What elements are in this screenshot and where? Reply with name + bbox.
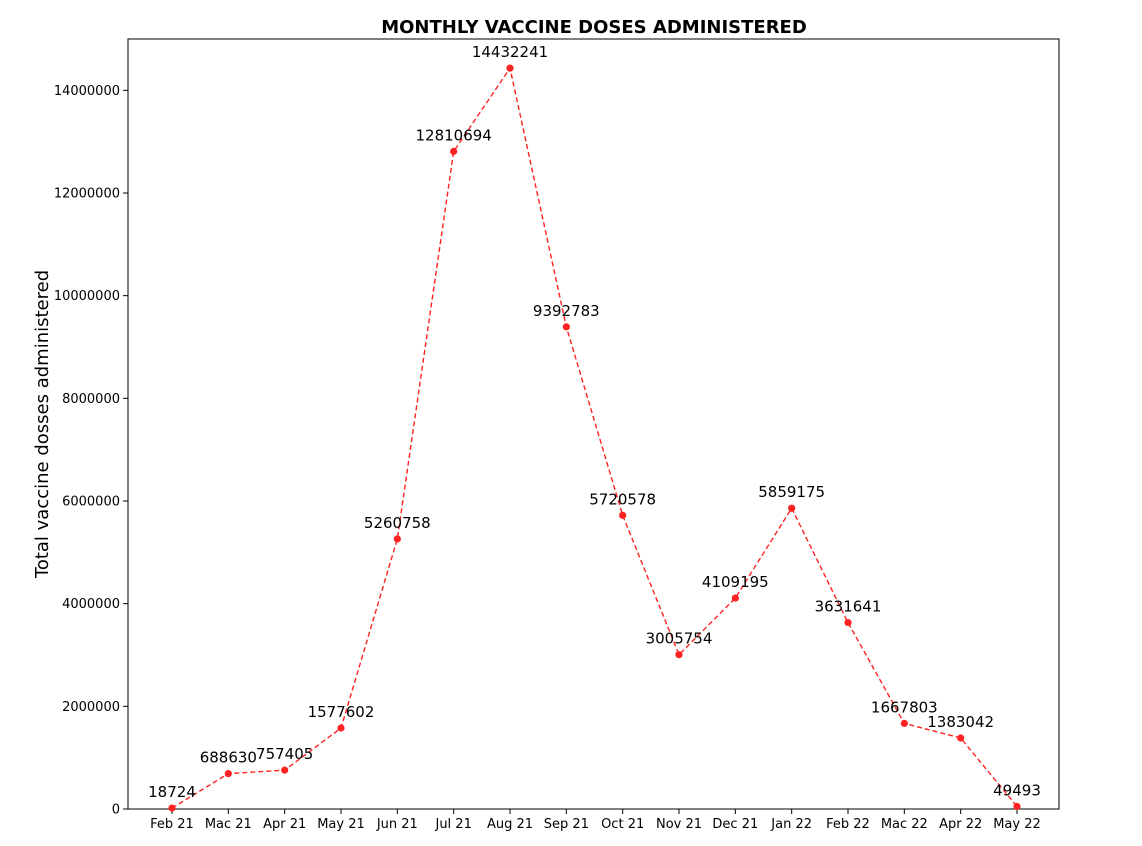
y-tick-label: 4000000 (62, 597, 120, 612)
data-point (900, 719, 908, 727)
data-point (281, 766, 289, 774)
series-line (171, 66, 1018, 809)
y-tick-label: 8000000 (62, 392, 120, 407)
x-tick-label: Dec 21 (712, 817, 758, 832)
data-point (957, 734, 965, 742)
data-point (562, 323, 570, 331)
y-tick-label: 2000000 (62, 700, 120, 715)
x-tick-label: Nov 21 (656, 817, 702, 832)
x-tick-label: Jul 21 (434, 817, 471, 832)
data-label: 5859175 (758, 483, 825, 501)
data-label: 14432241 (472, 43, 548, 61)
x-tick-label: Sep 21 (544, 817, 589, 832)
y-axis-ticks: 0 2000000 4000000 6000000 8000000 10000000 120… (54, 84, 128, 818)
data-point (224, 770, 232, 778)
y-axis-label: Total vaccine dosses administered (32, 270, 53, 579)
data-label: 3631641 (815, 598, 882, 616)
data-label: 9392783 (533, 302, 600, 320)
data-point (788, 504, 796, 512)
data-point (675, 651, 683, 659)
data-point (844, 618, 852, 627)
data-point (168, 804, 176, 812)
data-point (619, 511, 627, 519)
data-label: 18724 (148, 783, 196, 801)
data-label: 5260758 (364, 514, 431, 532)
data-points (168, 64, 1021, 812)
data-label: 1667803 (871, 698, 938, 716)
x-tick-label: Jun 21 (376, 817, 418, 832)
x-tick-label: Mac 21 (205, 817, 252, 832)
data-label: 49493 (993, 781, 1041, 799)
data-label: 5720578 (589, 490, 656, 508)
x-tick-label: Mac 22 (881, 817, 928, 832)
y-tick-label: 14000000 (54, 84, 120, 99)
x-tick-label: Oct 21 (601, 817, 644, 832)
data-point (506, 64, 514, 72)
y-tick-label: 12000000 (54, 187, 120, 202)
x-tick-label: May 22 (993, 817, 1041, 832)
data-label: 4109195 (702, 573, 769, 591)
data-label: 1383042 (927, 713, 994, 731)
data-label: 1577602 (308, 703, 375, 721)
y-tick-label: 0 (112, 803, 120, 818)
data-label: 757405 (256, 745, 313, 763)
data-label: 12810694 (415, 126, 491, 144)
x-tick-label: Apr 21 (263, 817, 306, 832)
y-tick-label: 10000000 (54, 289, 120, 304)
x-tick-label: May 21 (317, 817, 365, 832)
y-tick-label: 6000000 (62, 495, 120, 510)
x-tick-label: Jan 22 (770, 817, 812, 832)
data-point (731, 594, 739, 602)
x-axis-ticks: Feb 21 Mac 21 Apr 21 May 21 Jun 21 Jul 21 Aug … (150, 809, 1041, 832)
x-tick-label: Feb 21 (150, 817, 194, 832)
data-point (450, 147, 458, 155)
x-tick-label: Feb 22 (826, 817, 870, 832)
data-label: 3005754 (646, 630, 713, 648)
x-tick-label: Aug 21 (487, 817, 533, 832)
x-tick-label: Apr 22 (939, 817, 982, 832)
plot-area-frame (127, 38, 1060, 810)
data-point (1013, 802, 1021, 811)
chart-title: MONTHLY VACCINE DOSES ADMINISTERED (381, 17, 807, 38)
data-point (393, 535, 401, 543)
data-label: 688630 (200, 749, 257, 767)
data-point (337, 724, 345, 732)
